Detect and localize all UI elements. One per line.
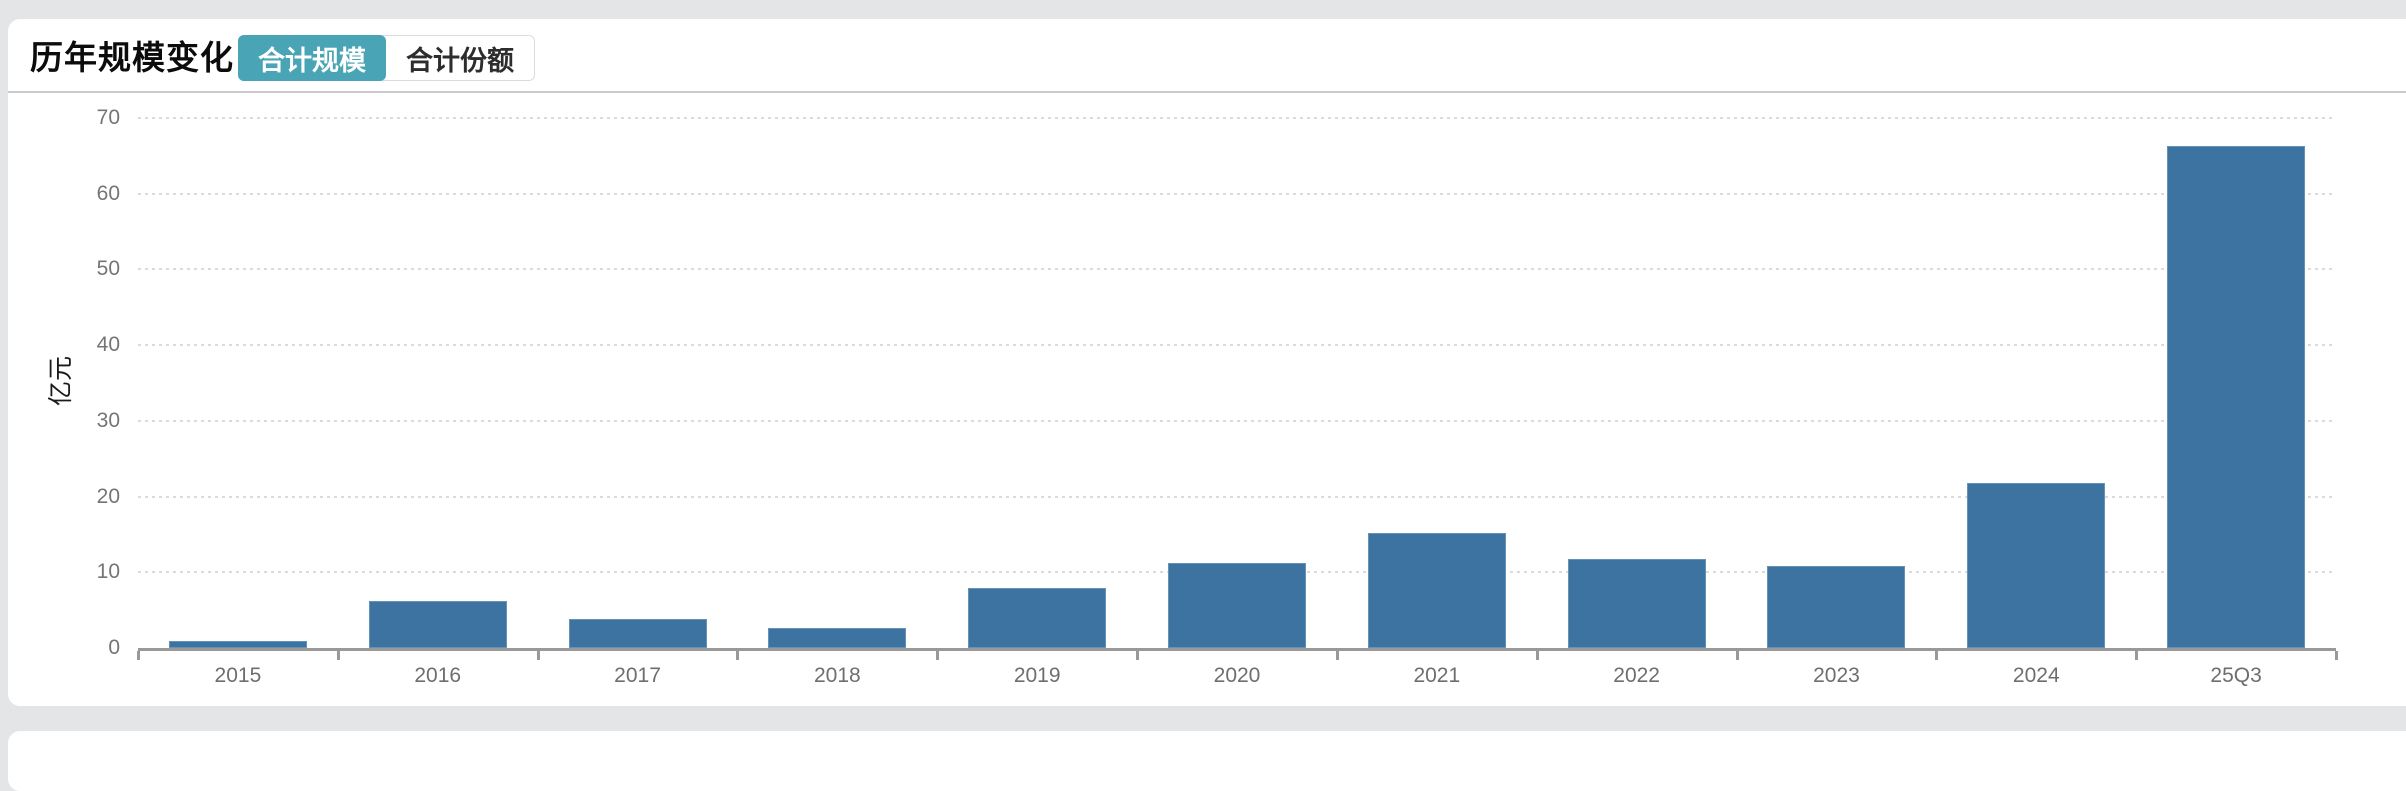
y-axis-label-30: 30 — [96, 408, 120, 432]
bar-25Q3[interactable] — [2167, 146, 2306, 648]
x-axis-tick — [1136, 651, 1140, 660]
x-axis-label-2024: 2024 — [2012, 664, 2060, 687]
x-axis-label-2021: 2021 — [1413, 664, 1461, 687]
y-axis-unit-label: 亿元 — [47, 356, 75, 407]
x-axis-label-2017: 2017 — [614, 664, 661, 687]
x-axis-tick — [137, 651, 140, 660]
x-axis-label-2019: 2019 — [1013, 664, 1061, 687]
bar-chart: 0 10 20 30 40 50 60 70 2015 2016 2017 2018 2019 2020 2… — [8, 91, 2406, 705]
y-axis-label-40: 40 — [96, 333, 120, 357]
x-axis-label-2023: 2023 — [1813, 664, 1860, 687]
bar-2024[interactable] — [1967, 482, 2106, 648]
y-axis-label-70: 70 — [96, 106, 120, 129]
gridline-50 — [138, 268, 2336, 271]
x-axis-label-25Q3: 25Q3 — [2210, 664, 2262, 687]
y-axis-label-10: 10 — [96, 560, 120, 584]
bar-2020[interactable] — [1168, 563, 1306, 648]
bar-2023[interactable] — [1767, 566, 1906, 648]
y-axis-label-50: 50 — [96, 257, 120, 281]
y-axis-label-0: 0 — [108, 636, 120, 659]
gridline-30 — [138, 419, 2336, 422]
bar-2019[interactable] — [968, 588, 1107, 648]
y-axis-label-60: 60 — [96, 181, 120, 205]
x-axis-tick — [1335, 651, 1339, 660]
x-axis-tick — [736, 651, 740, 660]
x-axis-tick — [336, 651, 340, 660]
x-axis-tick — [2135, 651, 2139, 660]
x-axis-tick — [536, 651, 540, 660]
bar-2015[interactable] — [168, 641, 307, 648]
x-axis-line — [138, 648, 2336, 651]
gridline-40 — [138, 344, 2336, 347]
x-axis-label-2018: 2018 — [814, 664, 861, 687]
bar-2016[interactable] — [368, 601, 507, 648]
gridline-60 — [138, 192, 2336, 195]
x-axis-label-2015: 2015 — [214, 664, 262, 687]
x-axis-label-2022: 2022 — [1613, 664, 1660, 687]
y-axis-label-20: 20 — [96, 484, 120, 508]
chart-panel-header: 历年规模变化 合计规模 合计份额 — [8, 19, 2406, 93]
x-axis-tick — [1735, 651, 1739, 660]
gridline-70 — [138, 117, 2336, 119]
x-axis-tick — [1535, 651, 1539, 660]
metric-tab-group: 合计规模 合计份额 — [238, 35, 535, 81]
x-axis-label-2016: 2016 — [414, 664, 462, 687]
bar-2022[interactable] — [1567, 559, 1706, 648]
x-axis-tick — [1935, 651, 1939, 660]
bar-2017[interactable] — [568, 619, 707, 648]
bar-2021[interactable] — [1367, 532, 1506, 648]
x-axis-label-2020: 2020 — [1213, 664, 1261, 687]
x-axis-tick — [2335, 651, 2338, 660]
next-section-panel — [8, 731, 2406, 791]
chart-panel: 历年规模变化 合计规模 合计份额 0 10 20 30 40 50 60 70 2015 2016 2… — [8, 19, 2406, 706]
gridline-20 — [138, 495, 2336, 498]
tab-total-share[interactable]: 合计份额 — [406, 45, 514, 76]
x-axis-tick — [936, 651, 940, 660]
bar-2018[interactable] — [768, 628, 907, 648]
page-title: 历年规模变化 — [30, 39, 234, 76]
tab-total-scale[interactable]: 合计规模 — [238, 35, 386, 81]
